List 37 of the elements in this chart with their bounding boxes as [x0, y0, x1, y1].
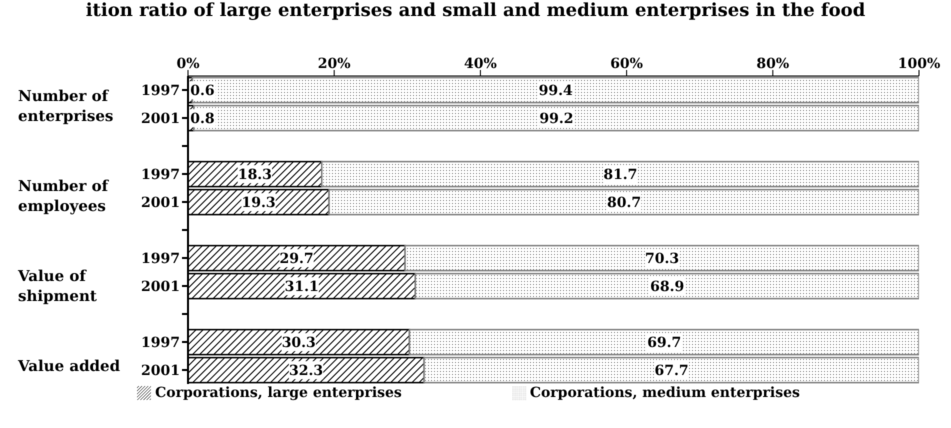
data-label: 69.7 — [647, 335, 682, 352]
text: Value added — [18, 356, 122, 376]
y-tick-label: 2001 — [141, 110, 180, 127]
text: Number of employees — [18, 176, 110, 216]
y-tick-label: 1997 — [141, 166, 180, 183]
y-tick-label: 1997 — [141, 82, 180, 99]
x-tick-label: 0% — [176, 56, 200, 72]
x-tick-label: 60% — [610, 56, 643, 72]
data-label: 68.9 — [650, 279, 684, 296]
data-label: 81.7 — [603, 167, 638, 184]
x-tick-label: 40% — [464, 56, 497, 72]
data-label: 67.7 — [654, 363, 689, 380]
legend-label: Corporations, large enterprises — [155, 385, 402, 401]
x-tick-label: 100% — [898, 56, 940, 72]
x-tick-label: 80% — [756, 56, 790, 72]
data-label: 99.2 — [539, 111, 574, 128]
data-label: 0.8 — [190, 111, 215, 128]
chart-title: ition ratio of large enterprises and small and medium enterprises in the food — [84, 0, 866, 21]
data-label: 18.3 — [238, 167, 272, 184]
y-tick-label: 1997 — [141, 250, 180, 267]
y-tick-label: 2001 — [141, 278, 180, 295]
data-label: 99.4 — [538, 83, 573, 100]
data-label: 19.3 — [241, 195, 276, 212]
data-label: 80.7 — [606, 195, 642, 212]
data-label: 0.6 — [190, 83, 215, 100]
y-tick-label: 1997 — [141, 334, 180, 351]
y-tick-label: 2001 — [141, 194, 180, 211]
x-tick-label: 20% — [318, 56, 351, 72]
legend-label: Corporations, medium enterprises — [530, 385, 800, 401]
text: Number of enterprises — [18, 86, 114, 126]
y-tick-label: 2001 — [141, 362, 180, 379]
data-label: 30.3 — [282, 335, 316, 352]
data-label: 31.1 — [284, 279, 319, 296]
text: Value of shipment — [18, 266, 98, 306]
data-label: 29.7 — [280, 251, 314, 268]
data-label: 70.3 — [645, 251, 680, 268]
data-label: 32.3 — [289, 363, 324, 380]
